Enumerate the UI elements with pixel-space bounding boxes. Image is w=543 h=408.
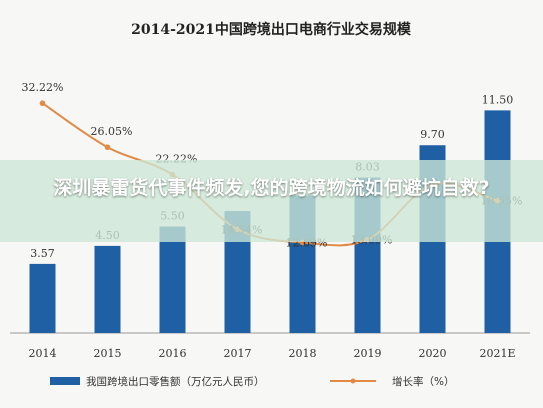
growth-label-2014: 32.22%: [22, 81, 64, 94]
x-tick-label-2014: 2014: [29, 347, 57, 360]
chart-title: 2014-2021中国跨境出口电商行业交易规模: [131, 21, 412, 38]
headline-banner: [0, 160, 543, 242]
x-tick-label-2020: 2020: [419, 347, 447, 360]
bar-2016: [159, 226, 186, 333]
x-tick-label-2021E: 2021E: [479, 347, 515, 360]
growth-point-2014: [39, 100, 46, 107]
legend: 我国跨境出口零售额（万亿元人民币） 增长率（%）: [50, 375, 454, 388]
bar-2014: [29, 263, 56, 333]
x-tick-label-2017: 2017: [224, 347, 252, 360]
x-tick-label-2015: 2015: [94, 347, 122, 360]
bar-2015: [94, 245, 121, 333]
bar-value-label-2020: 9.70: [420, 128, 445, 141]
bar-value-label-2021E: 11.50: [482, 93, 514, 106]
bar-value-label-2014: 3.57: [30, 247, 55, 260]
headline-text[interactable]: 深圳暴雷货代事件频发,您的跨境物流如何避坑自救?: [53, 177, 490, 199]
growth-point-2015: [104, 144, 111, 151]
legend-line-marker: [350, 378, 356, 384]
x-tick-label-2018: 2018: [289, 347, 317, 360]
legend-bar-label: 我国跨境出口零售额（万亿元人民币）: [86, 375, 265, 388]
growth-label-2015: 26.05%: [91, 125, 133, 138]
x-tick-label-2019: 2019: [354, 347, 382, 360]
x-tick-label-2016: 2016: [159, 347, 187, 360]
legend-line-label: 增长率（%）: [392, 375, 454, 388]
legend-bar-swatch: [50, 377, 80, 385]
